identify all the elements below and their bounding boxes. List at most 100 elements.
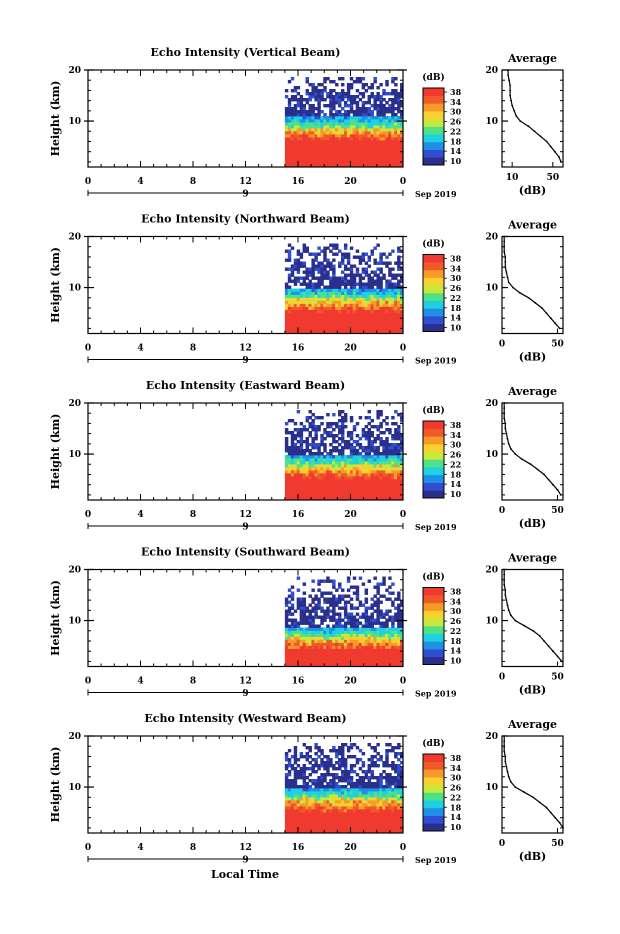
heatmap-cell (320, 434, 323, 437)
heatmap-cell (371, 640, 374, 643)
heatmap-cell (306, 116, 309, 119)
heatmap-cell (350, 479, 353, 482)
heatmap-cell (371, 491, 374, 494)
heatmap-cell (350, 812, 353, 815)
heatmap-cell (297, 577, 300, 580)
heatmap-cell (385, 488, 388, 491)
heatmap-cell (338, 655, 341, 658)
heatmap-cell (311, 446, 314, 449)
heatmap-cell (353, 446, 356, 449)
heatmap-cell (362, 788, 365, 791)
heatmap-cell (329, 482, 332, 485)
heatmap-cell (353, 800, 356, 803)
heatmap-cell (300, 821, 303, 824)
heatmap-cell (285, 113, 288, 116)
heatmap-cell (353, 485, 356, 488)
heatmap-cell (397, 125, 400, 128)
heatmap-cell (314, 313, 317, 316)
heatmap-cell (306, 815, 309, 818)
heatmap-cell (309, 622, 312, 625)
heatmap-cell (371, 140, 374, 143)
heatmap-cell (297, 110, 300, 113)
heatmap-cell (350, 274, 353, 277)
heatmap-cell (306, 458, 309, 461)
heatmap-cell (347, 619, 350, 622)
heatmap-cell (335, 800, 338, 803)
heatmap-cell (338, 116, 341, 119)
heatmap-cell (300, 631, 303, 634)
heatmap-cell (341, 322, 344, 325)
heatmap-cell (326, 773, 329, 776)
heatmap-cell (356, 827, 359, 830)
heatmap-cell (335, 752, 338, 755)
heatmap-cell (309, 292, 312, 295)
heatmap-cell (356, 637, 359, 640)
heatmap-cell (297, 455, 300, 458)
heatmap-cell (332, 446, 335, 449)
heatmap-cell (314, 128, 317, 131)
heatmap-cell (323, 89, 326, 92)
heatmap-cell (303, 283, 306, 286)
heatmap-cell (317, 482, 320, 485)
heatmap-cell (288, 607, 291, 610)
heatmap-cell (332, 304, 335, 307)
heatmap-cell (309, 458, 312, 461)
heatmap-cell (303, 425, 306, 428)
heatmap-cell (365, 89, 368, 92)
heatmap-cell (332, 488, 335, 491)
profile-y-tick-label: 20 (485, 66, 498, 76)
heatmap-cell (350, 452, 353, 455)
heatmap-cell (394, 646, 397, 649)
heatmap-cell (385, 634, 388, 637)
heatmap-cell (397, 613, 400, 616)
heatmap-cell (368, 443, 371, 446)
heatmap-cell (314, 304, 317, 307)
heatmap-cell (359, 464, 362, 467)
heatmap-cell (332, 773, 335, 776)
heatmap-cell (291, 755, 294, 758)
heatmap-cell (303, 301, 306, 304)
heatmap-cell (359, 316, 362, 319)
heatmap-cell (362, 301, 365, 304)
heatmap-cell (365, 625, 368, 628)
heatmap-cell (306, 479, 309, 482)
heatmap-cell (376, 283, 379, 286)
heatmap-cell (376, 289, 379, 292)
heatmap-cell (317, 634, 320, 637)
heatmap-cell (317, 446, 320, 449)
heatmap-cell (329, 479, 332, 482)
heatmap-cell (359, 161, 362, 164)
heatmap-cell (297, 589, 300, 592)
heatmap-cell (338, 749, 341, 752)
heatmap-cell (356, 283, 359, 286)
heatmap-cell (347, 89, 350, 92)
heatmap-cell (291, 818, 294, 821)
heatmap-cell (311, 764, 314, 767)
colorbar-segment (423, 475, 444, 483)
y-tick-label: 20 (68, 399, 81, 409)
heatmap-cell (341, 277, 344, 280)
heatmap-cell (356, 155, 359, 158)
heatmap-cell (300, 140, 303, 143)
heatmap-cell (311, 655, 314, 658)
profile-y-tick-label: 10 (485, 117, 498, 127)
heatmap-cell (394, 467, 397, 470)
heatmap-cell (371, 116, 374, 119)
heatmap-cell (332, 295, 335, 298)
heatmap-cell (376, 92, 379, 95)
heatmap-cell (362, 812, 365, 815)
heatmap-cell (291, 98, 294, 101)
heatmap-cell (291, 301, 294, 304)
heatmap-cell (391, 310, 394, 313)
heatmap-cell (368, 643, 371, 646)
heatmap-cell (297, 322, 300, 325)
heatmap-cell (338, 122, 341, 125)
heatmap-cell (391, 304, 394, 307)
heatmap-cell (338, 758, 341, 761)
heatmap-cell (341, 821, 344, 824)
heatmap-cell (329, 821, 332, 824)
heatmap-cell (297, 268, 300, 271)
heatmap-cell (297, 271, 300, 274)
heatmap-cell (320, 458, 323, 461)
heatmap-cell (379, 470, 382, 473)
